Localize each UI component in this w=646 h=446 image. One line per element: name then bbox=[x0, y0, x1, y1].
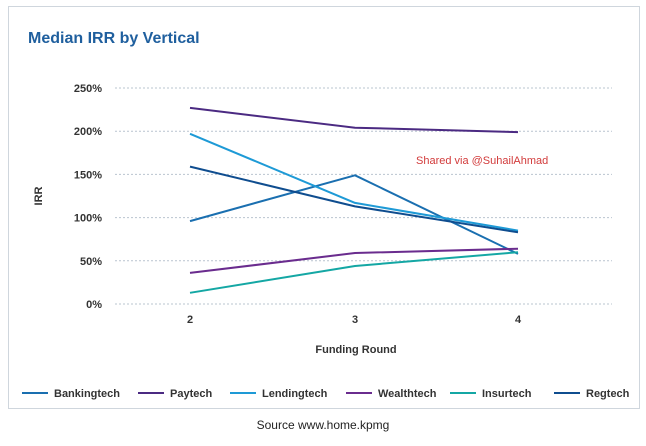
series-line-insurtech bbox=[189, 251, 519, 294]
legend-label: Lendingtech bbox=[262, 388, 328, 400]
legend-label: Insurtech bbox=[482, 388, 532, 400]
watermark-annotation: Shared via @SuhailAhmad bbox=[416, 155, 548, 167]
series-line-lendingtech bbox=[189, 132, 519, 232]
y-tick-label: 100% bbox=[74, 213, 102, 225]
y-tick-label: 200% bbox=[74, 126, 102, 138]
series-line-bankingtech bbox=[189, 174, 519, 255]
chart-card bbox=[8, 6, 640, 409]
line-chart: 0% 50% 100% 150% 200% 250% 2 3 4 Funding Round IRR… bbox=[22, 83, 630, 400]
chart-title: Median IRR by Vertical bbox=[28, 30, 200, 47]
series-line-regtech bbox=[189, 165, 519, 234]
series-line-paytech bbox=[189, 106, 519, 134]
legend-label: Bankingtech bbox=[54, 388, 120, 400]
x-axis-label: Funding Round bbox=[315, 344, 396, 356]
x-tick-label: 4 bbox=[515, 314, 522, 326]
y-tick-label: 0% bbox=[86, 299, 102, 311]
x-tick-label: 2 bbox=[187, 314, 193, 326]
y-tick-label: 50% bbox=[80, 256, 102, 268]
legend-label: Regtech bbox=[586, 388, 630, 400]
y-axis-label: IRR bbox=[33, 186, 45, 205]
legend-label: Wealthtech bbox=[378, 388, 437, 400]
series-line-wealthtech bbox=[189, 247, 519, 274]
y-tick-label: 150% bbox=[74, 169, 102, 181]
source-caption: Source www.home.kpmg bbox=[256, 418, 390, 432]
legend-label: Paytech bbox=[170, 388, 212, 400]
x-tick-label: 3 bbox=[352, 314, 358, 326]
y-tick-label: 250% bbox=[74, 83, 102, 95]
